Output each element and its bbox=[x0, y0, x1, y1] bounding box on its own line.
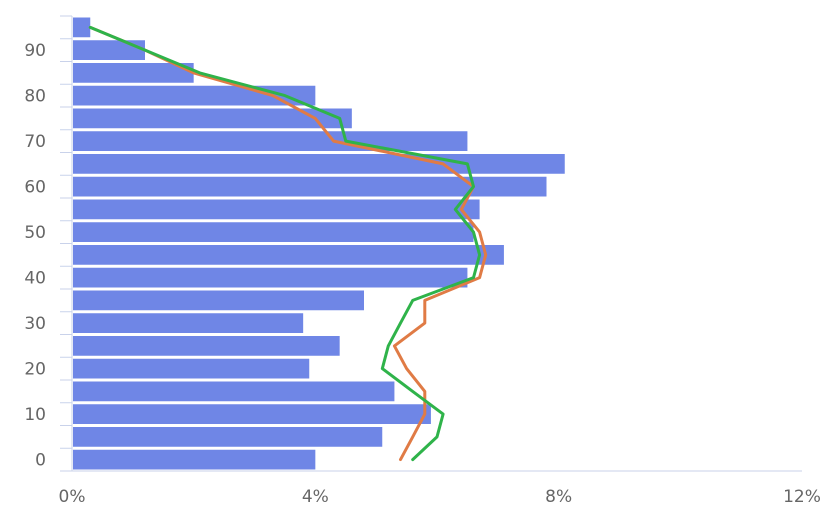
bar bbox=[73, 358, 310, 379]
bar bbox=[73, 449, 316, 470]
line-series-1 bbox=[88, 25, 488, 462]
y-tick-label: 80 bbox=[24, 87, 46, 107]
bar bbox=[73, 313, 304, 333]
y-tick-label: 30 bbox=[24, 314, 46, 334]
bar bbox=[73, 290, 364, 311]
x-tick-label: 4% bbox=[302, 487, 329, 507]
y-tick-label: 10 bbox=[24, 405, 46, 425]
y-tick-label: 0 bbox=[35, 451, 46, 471]
x-tick-label: 0% bbox=[59, 487, 86, 507]
y-tick-label: 90 bbox=[24, 41, 46, 61]
x-tick-label: 8% bbox=[545, 487, 572, 507]
x-tick-labels: 0% 4% 8% 12% bbox=[59, 487, 821, 507]
bar bbox=[73, 222, 474, 242]
bar bbox=[73, 199, 480, 220]
bar bbox=[73, 267, 468, 288]
bar bbox=[73, 17, 91, 38]
y-tick-labels: 0 10 20 30 40 50 60 70 80 90 bbox=[24, 41, 46, 471]
y-tick-label: 50 bbox=[24, 223, 46, 243]
y-tick-label: 60 bbox=[24, 178, 46, 198]
x-tick-label: 12% bbox=[783, 487, 821, 507]
bar-series bbox=[73, 17, 565, 470]
bar bbox=[73, 404, 431, 424]
y-tick-label: 70 bbox=[24, 132, 46, 152]
bar bbox=[73, 40, 145, 60]
bar bbox=[73, 131, 468, 151]
line-series-2 bbox=[88, 25, 482, 462]
bar bbox=[73, 63, 194, 83]
bar bbox=[73, 108, 352, 129]
bar bbox=[73, 336, 340, 356]
bar bbox=[73, 245, 504, 265]
bar bbox=[73, 381, 395, 402]
y-tick-label: 40 bbox=[24, 269, 46, 289]
bar bbox=[73, 427, 383, 447]
bar bbox=[73, 154, 565, 174]
bar bbox=[73, 85, 316, 106]
y-tick-label: 20 bbox=[24, 360, 46, 380]
axes bbox=[60, 15, 802, 472]
line-series bbox=[88, 25, 488, 462]
bar bbox=[73, 176, 547, 197]
